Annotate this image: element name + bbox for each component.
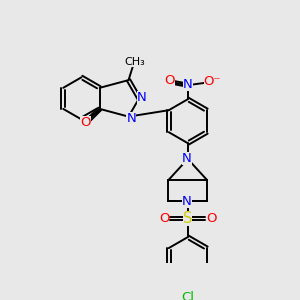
Text: N: N: [137, 91, 147, 104]
Text: CH₃: CH₃: [124, 57, 145, 67]
Text: N: N: [183, 78, 193, 91]
Text: Cl: Cl: [181, 291, 194, 300]
Text: O⁻: O⁻: [204, 75, 221, 88]
Text: N: N: [182, 152, 192, 165]
Text: O: O: [164, 74, 175, 87]
Text: S: S: [183, 211, 193, 226]
Text: N: N: [126, 112, 136, 125]
Text: O: O: [206, 212, 217, 225]
Text: O: O: [159, 212, 169, 225]
Text: N: N: [182, 196, 192, 208]
Text: O: O: [80, 116, 91, 130]
